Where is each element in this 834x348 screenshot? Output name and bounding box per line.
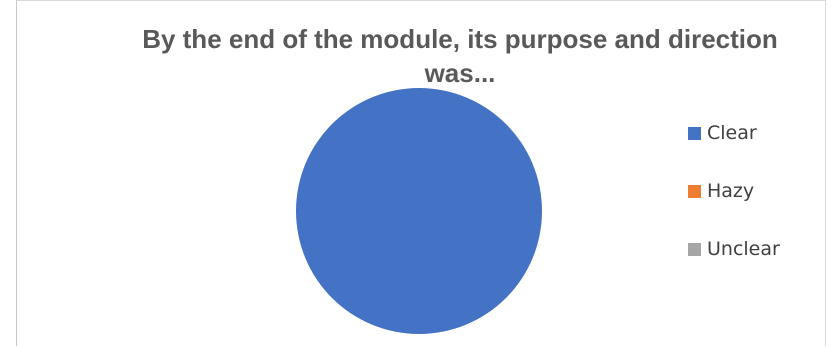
legend-swatch-hazy bbox=[688, 184, 701, 198]
chart-legend: Clear Hazy Unclear bbox=[688, 122, 780, 296]
legend-swatch-clear bbox=[688, 126, 701, 140]
legend-swatch-unclear bbox=[688, 242, 701, 256]
legend-item-unclear: Unclear bbox=[688, 238, 780, 260]
chart-frame bbox=[16, 0, 826, 346]
pie-chart bbox=[296, 88, 542, 334]
pie-slice-clear bbox=[296, 88, 542, 334]
legend-item-clear: Clear bbox=[688, 122, 780, 144]
legend-item-hazy: Hazy bbox=[688, 180, 780, 202]
legend-label-hazy: Hazy bbox=[707, 180, 755, 202]
legend-label-unclear: Unclear bbox=[707, 238, 780, 260]
legend-label-clear: Clear bbox=[707, 122, 757, 144]
chart-title: By the end of the module, its purpose an… bbox=[142, 24, 778, 88]
